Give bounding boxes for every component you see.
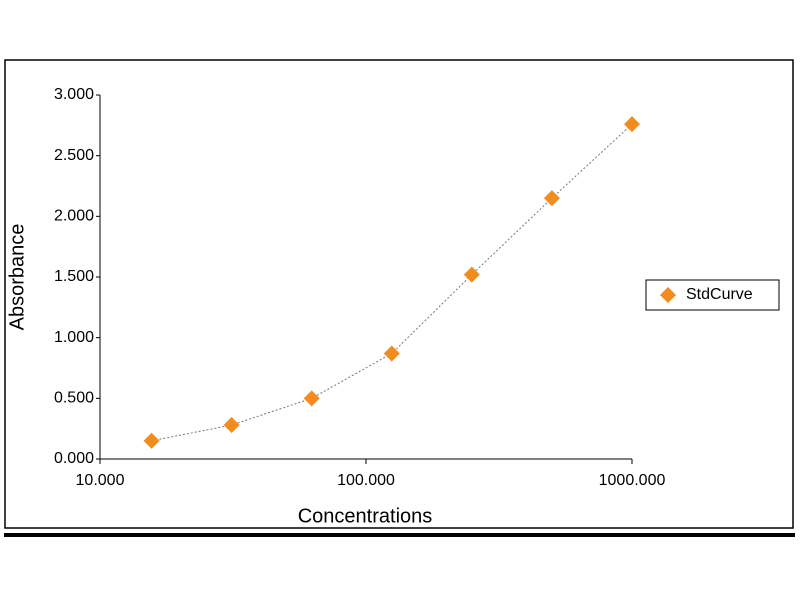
y-tick-label: 1.500	[54, 268, 94, 285]
x-tick-label: 1000.000	[599, 472, 666, 489]
x-axis-label: Concentrations	[298, 505, 433, 527]
data-point	[143, 432, 160, 449]
x-tick-label: 10.000	[76, 472, 125, 489]
y-tick-label: 2.500	[54, 147, 94, 164]
x-tick-label: 100.000	[337, 472, 395, 489]
y-tick-label: 3.000	[54, 86, 94, 103]
data-point	[463, 266, 480, 283]
y-tick-label: 0.000	[54, 450, 94, 467]
data-point	[303, 390, 320, 407]
chart-frame	[4, 59, 794, 529]
legend-marker	[660, 287, 676, 303]
data-point	[383, 345, 400, 362]
data-point	[543, 190, 560, 207]
data-point	[624, 116, 640, 133]
y-tick-label: 0.500	[54, 390, 94, 407]
y-axis-label: Absorbance	[6, 224, 28, 331]
data-point	[223, 417, 240, 434]
fit-line	[151, 123, 633, 442]
y-tick-label: 2.000	[54, 208, 94, 225]
legend-label: StdCurve	[686, 286, 753, 303]
y-tick-label: 1.000	[54, 329, 94, 346]
